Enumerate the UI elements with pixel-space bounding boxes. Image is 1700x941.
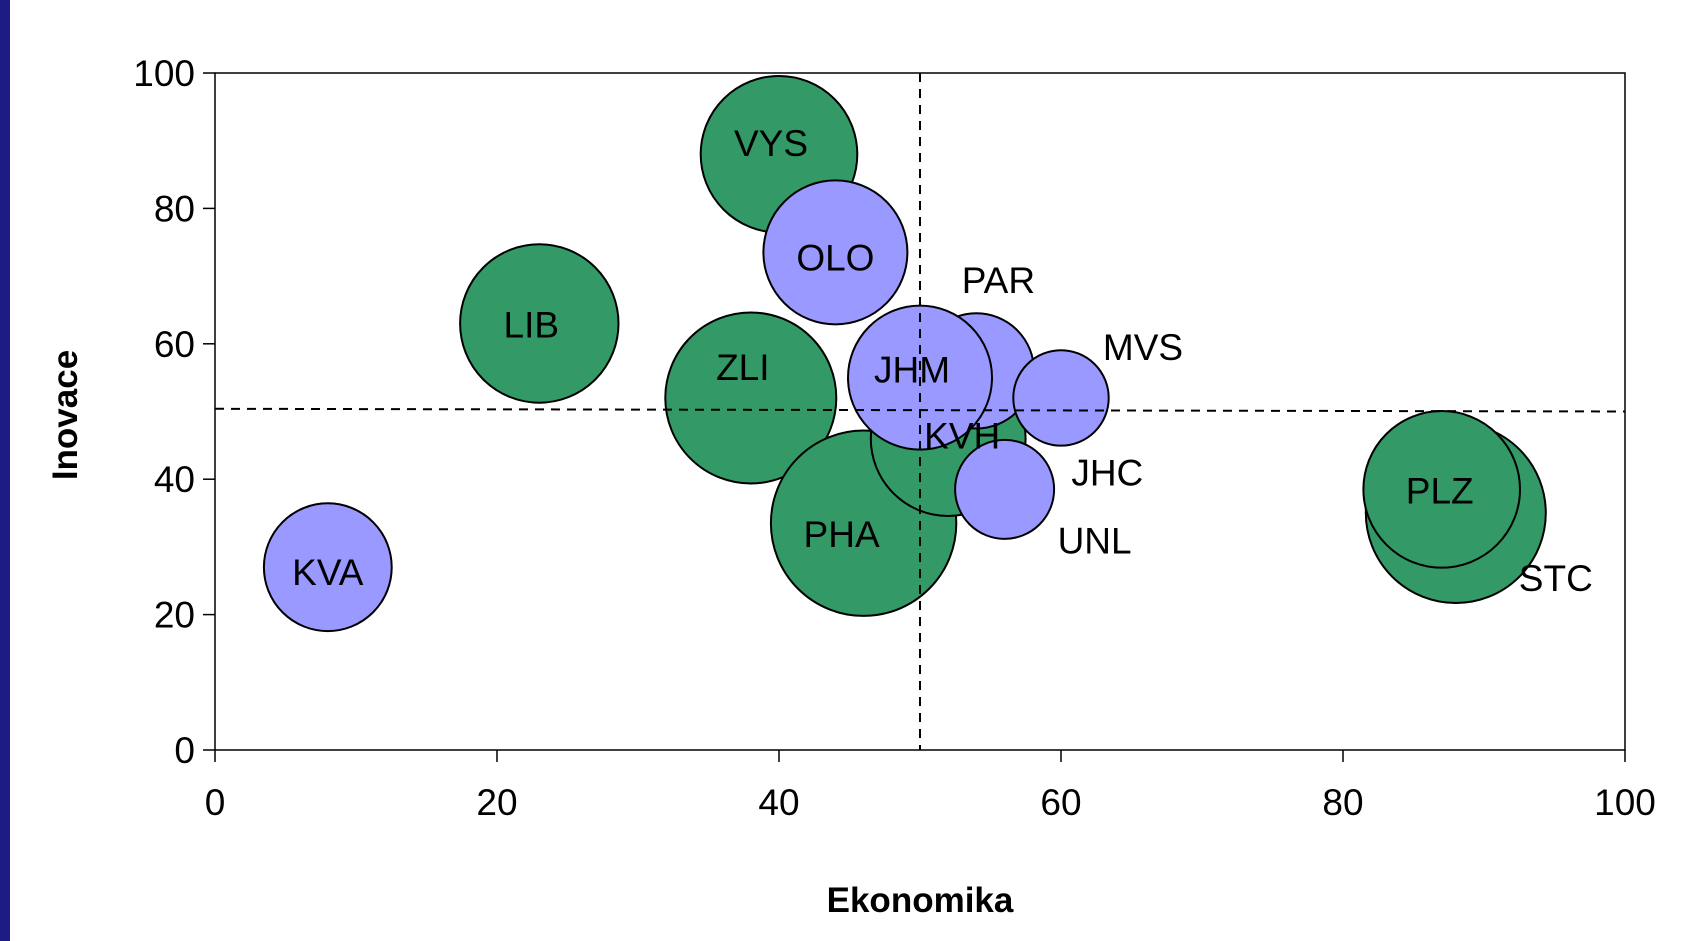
y-tick-label: 80 (154, 188, 195, 229)
reference-line-horizontal (214, 407, 1626, 413)
x-tick-label: 20 (476, 782, 517, 823)
y-tick-label: 60 (154, 324, 195, 365)
y-tick-label: 100 (133, 53, 195, 94)
x-tick-label: 80 (1322, 782, 1363, 823)
bubble-label-lib: LIB (504, 304, 560, 345)
bubble-label-zli: ZLI (716, 347, 769, 388)
bubble-kva (262, 502, 393, 633)
bubble-plz (1362, 410, 1521, 569)
y-tick-label: 0 (174, 730, 195, 771)
x-tick-label: 0 (205, 782, 226, 823)
y-tick-label: 40 (154, 459, 195, 500)
bubble-label-jhc: JHC (1071, 452, 1143, 493)
bubble-labels: STC PLZ VYS LIB ZLI PHA KVH UNL PAR MVS JHM OLO KVA J… (292, 123, 1593, 599)
y-axis-title: Inovace (46, 350, 85, 480)
x-tick-label: 60 (1040, 782, 1081, 823)
bubble-label-pha: PHA (804, 514, 880, 555)
bubble-lib (459, 243, 620, 404)
bubble-label-par: PAR (962, 260, 1035, 301)
bubble-label-plz: PLZ (1406, 470, 1474, 511)
bubble-zli (664, 311, 838, 485)
bubble-mvs (1012, 349, 1110, 447)
y-tick-label: 20 (154, 595, 195, 636)
x-axis-title: Ekonomika (827, 881, 1014, 920)
bubble-label-kvh: KVH (924, 416, 1000, 457)
x-tick-label: 100 (1594, 782, 1656, 823)
chart-frame: 0 20 40 60 80 100 0 20 40 60 80 100 STC PLZ VYS LIB ZLI… (10, 0, 1700, 941)
bubble-label-jhm: JHM (874, 350, 950, 391)
bubble-chart: 0 20 40 60 80 100 0 20 40 60 80 100 STC PLZ VYS LIB ZLI… (46, 53, 1656, 920)
bubble-label-mvs: MVS (1103, 327, 1183, 368)
bubble-label-stc: STC (1519, 558, 1593, 599)
bubble-olo (762, 179, 909, 326)
reference-lines (214, 73, 1626, 750)
bubble-label-olo: OLO (796, 237, 874, 278)
bubble-label-kva: KVA (292, 552, 364, 593)
axes: 0 20 40 60 80 100 0 20 40 60 80 100 (133, 53, 1656, 823)
x-tick-label: 40 (758, 782, 799, 823)
bubble-unl (954, 438, 1056, 540)
bubble-label-unl: UNL (1058, 520, 1132, 561)
bubble-label-vys: VYS (734, 123, 808, 164)
